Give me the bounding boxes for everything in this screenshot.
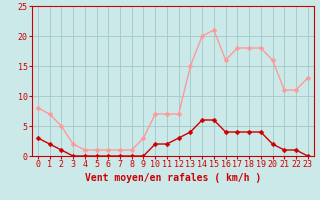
X-axis label: Vent moyen/en rafales ( km/h ): Vent moyen/en rafales ( km/h ) (85, 173, 261, 183)
